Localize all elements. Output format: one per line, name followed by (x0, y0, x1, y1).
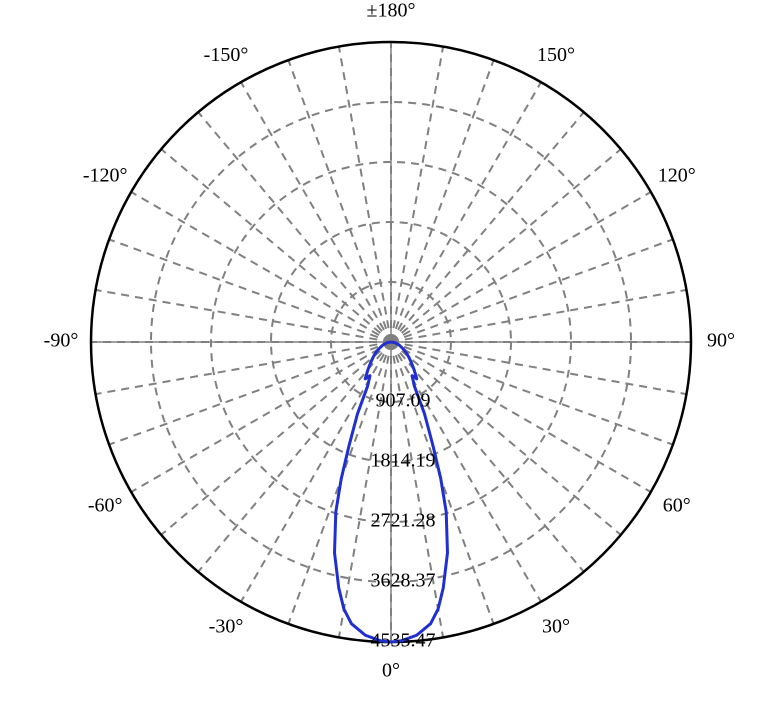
radial-label: 4535.47 (371, 630, 436, 652)
angle-label: -150° (204, 44, 249, 66)
angle-label: 60° (663, 495, 691, 517)
grid-spoke (391, 342, 686, 394)
angle-label: 90° (707, 330, 735, 352)
radial-label: 3628.37 (371, 570, 436, 592)
grid-spoke (339, 342, 391, 637)
polar-chart: 907.09 1814.19 2721.28 3628.37 4535.47 ±180° -… (0, 0, 775, 705)
angle-label: -30° (209, 615, 244, 637)
grid-spoke (339, 47, 391, 342)
grid-spoke (96, 290, 391, 342)
grid-spoke (288, 60, 391, 342)
radial-label: 2721.28 (371, 510, 436, 532)
angle-label: ±180° (367, 0, 416, 22)
angle-label: 150° (537, 44, 575, 66)
grid-spoke (109, 239, 391, 342)
angle-label: -120° (83, 165, 128, 187)
angle-label: -90° (44, 330, 79, 352)
radial-label: 1814.19 (371, 450, 436, 472)
grid-spoke (391, 342, 443, 637)
grid-spoke (391, 60, 494, 342)
grid-spoke (391, 290, 686, 342)
grid-spoke (96, 342, 391, 394)
angle-label: -60° (88, 495, 123, 517)
grid-spoke (391, 47, 443, 342)
angle-label: 30° (542, 615, 570, 637)
grid-spoke (109, 342, 391, 445)
angle-label: 0° (382, 660, 400, 682)
radial-label: 907.09 (376, 390, 431, 412)
angle-label: 120° (658, 165, 696, 187)
